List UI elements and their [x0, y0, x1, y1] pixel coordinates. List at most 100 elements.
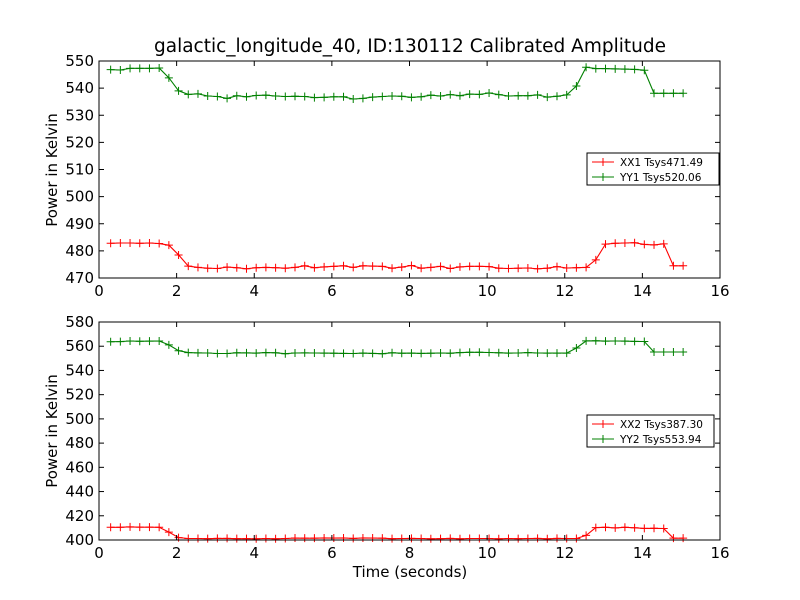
data-point [640, 240, 649, 249]
data-point [145, 239, 154, 248]
data-point [562, 263, 571, 272]
data-point [358, 349, 367, 358]
data-point [659, 89, 668, 98]
data-point [378, 262, 387, 271]
data-point [193, 263, 202, 272]
data-point [300, 92, 309, 101]
data-point [378, 349, 387, 358]
data-point [465, 262, 474, 271]
data-point [232, 263, 241, 272]
data-point [640, 66, 649, 75]
x-tick-label: 6 [327, 282, 337, 300]
data-point [591, 523, 600, 532]
data-point [349, 263, 358, 272]
data-point [184, 534, 193, 543]
data-point [164, 340, 173, 349]
x-tick-label: 0 [94, 282, 104, 300]
data-point [446, 264, 455, 273]
data-point [436, 262, 445, 271]
chart-title: galactic_longitude_40, ID:130112 Calibra… [154, 36, 666, 57]
data-point [349, 534, 358, 543]
data-point [572, 344, 581, 353]
data-point [582, 263, 591, 272]
data-point [329, 349, 338, 358]
data-point [494, 534, 503, 543]
data-point [300, 261, 309, 270]
data-point [407, 349, 416, 358]
data-point [349, 94, 358, 103]
data-point [601, 240, 610, 249]
x-tick-label: 6 [327, 544, 337, 562]
data-point [533, 349, 542, 358]
data-point [455, 534, 464, 543]
x-tick-label: 8 [405, 282, 415, 300]
data-point [543, 534, 552, 543]
data-point [533, 534, 542, 543]
data-point [552, 262, 561, 271]
data-point [669, 89, 678, 98]
data-point [446, 90, 455, 99]
data-point [465, 348, 474, 357]
y-tick-label: 480 [65, 434, 94, 452]
x-axis-label: Time (seconds) [352, 563, 468, 581]
data-point [174, 250, 183, 259]
data-point [601, 64, 610, 73]
data-point [291, 263, 300, 272]
data-point [611, 337, 620, 346]
legend-marker [599, 173, 607, 181]
legend-label: YY1 Tsys520.06 [619, 172, 702, 184]
data-point [126, 337, 135, 346]
data-point [679, 261, 688, 270]
data-point [601, 337, 610, 346]
data-point [261, 91, 270, 100]
legend-box [586, 152, 720, 186]
data-point [523, 91, 532, 100]
data-point [329, 534, 338, 543]
data-point [543, 349, 552, 358]
data-point [145, 337, 154, 346]
legend-marker [599, 435, 607, 443]
legend-marker [599, 420, 607, 428]
data-point [252, 349, 261, 358]
y-tick-label: 540 [65, 361, 94, 379]
top-panel: galactic_longitude_40, ID:130112 Calibra… [43, 36, 730, 300]
data-point [407, 93, 416, 102]
legend-label: XX1 Tsys471.49 [620, 157, 703, 169]
data-point [126, 522, 135, 531]
data-point [465, 534, 474, 543]
data-point [494, 348, 503, 357]
y-tick-label: 400 [65, 531, 94, 549]
data-point [407, 534, 416, 543]
data-point [523, 348, 532, 357]
data-point [261, 534, 270, 543]
x-tick-label: 16 [710, 544, 729, 562]
data-point [388, 348, 397, 357]
data-point [320, 262, 329, 271]
data-point [475, 262, 484, 271]
data-point [650, 348, 659, 357]
data-point [504, 349, 513, 358]
data-point [669, 534, 678, 543]
data-point [397, 349, 406, 358]
data-point [679, 89, 688, 98]
x-tick-label: 10 [478, 544, 497, 562]
data-point [164, 528, 173, 537]
data-point [494, 90, 503, 99]
data-point [504, 534, 513, 543]
data-point [446, 534, 455, 543]
data-point [426, 91, 435, 100]
y-tick-label: 480 [65, 242, 94, 260]
y-axis-label: Power in Kelvin [43, 374, 61, 488]
data-point [281, 534, 290, 543]
data-point [203, 264, 212, 273]
data-point [514, 534, 523, 543]
data-point [485, 348, 494, 357]
data-point [659, 239, 668, 248]
data-point [339, 261, 348, 270]
data-point [106, 523, 115, 532]
data-point [417, 92, 426, 101]
data-point [310, 349, 319, 358]
data-point [436, 349, 445, 358]
data-point [630, 238, 639, 247]
